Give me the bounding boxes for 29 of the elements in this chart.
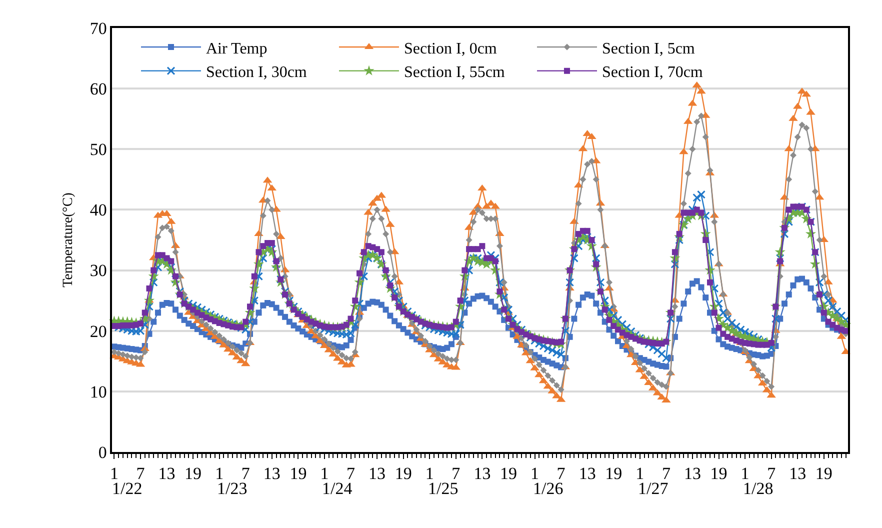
y-tick-label: 10 — [90, 382, 107, 402]
y-tick-label: 50 — [90, 140, 107, 160]
x-tick-label: 13 — [474, 464, 491, 484]
legend-label: Air Temp — [206, 40, 268, 58]
legend-label: Section I, 30cm — [206, 64, 308, 82]
y-tick-label: 70 — [90, 18, 107, 38]
x-tick-label: 13 — [263, 464, 280, 484]
x-tick-label: 19 — [394, 464, 412, 484]
legend-label: Section I, 5cm — [602, 40, 696, 58]
x-tick-label: 13 — [578, 464, 596, 484]
x-tick-label: 19 — [605, 464, 622, 484]
legend-label: Section I, 0cm — [404, 40, 498, 58]
legend-label: Section I, 55cm — [404, 64, 506, 82]
x-tick-label: 13 — [368, 464, 386, 484]
y-tick-label: 30 — [90, 261, 107, 280]
x-tick-label: 13 — [158, 464, 176, 484]
x-tick-label: 19 — [184, 464, 202, 484]
x-tick-label: 13 — [684, 464, 701, 484]
y-tick-label: 20 — [90, 322, 107, 341]
x-tick-label: 19 — [815, 464, 832, 484]
y-tick-label: 0 — [98, 442, 107, 462]
y-tick-label: 60 — [90, 80, 107, 99]
x-tick-label: 13 — [789, 464, 806, 484]
x-tick-label: 19 — [500, 464, 517, 484]
x-tick-label: 19 — [290, 464, 307, 484]
x-tick-label: 19 — [710, 464, 728, 484]
y-tick-label: 40 — [90, 200, 107, 220]
legend-label: Section I, 70cm — [602, 64, 704, 82]
y-axis-title: Temperature(°C) — [60, 192, 76, 288]
